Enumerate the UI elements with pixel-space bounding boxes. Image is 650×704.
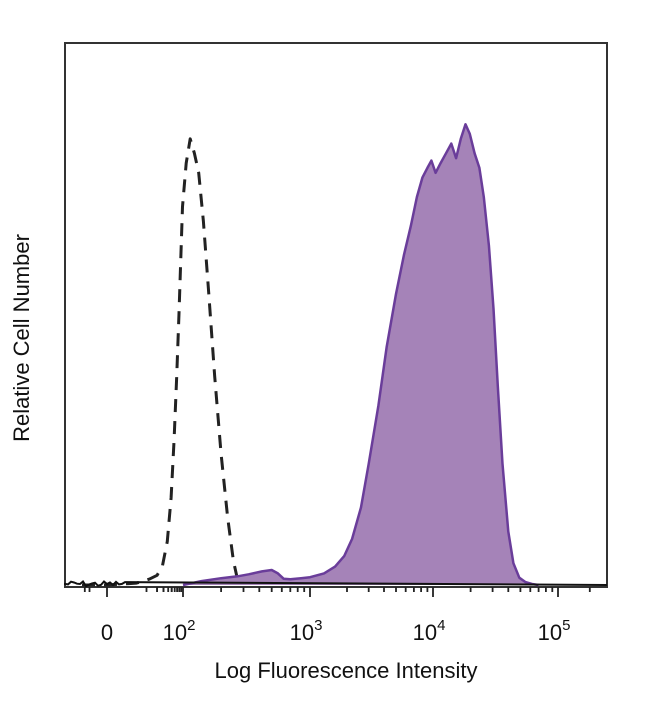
x-tick-label-4: 105 [538, 617, 571, 645]
series-layer [82, 123, 539, 587]
x-tick-label-3: 104 [413, 617, 446, 645]
x-axis-title: Log Fluorescence Intensity [215, 658, 478, 683]
x-tick-label-layer: 0 102 103 104 105 [101, 617, 571, 645]
series-1-line [182, 123, 539, 587]
y-axis-title: Relative Cell Number [9, 234, 34, 442]
plot-frame [64, 42, 608, 588]
x-tick-label-0: 0 [101, 620, 113, 645]
x-tick-layer [83, 587, 591, 597]
x-tick-label-2: 103 [290, 617, 323, 645]
baseline-trace [64, 579, 608, 588]
x-tick-label-1: 102 [163, 617, 196, 645]
baseline-layer [64, 579, 608, 588]
series-0-line [82, 137, 242, 587]
series-1-area [183, 124, 539, 586]
